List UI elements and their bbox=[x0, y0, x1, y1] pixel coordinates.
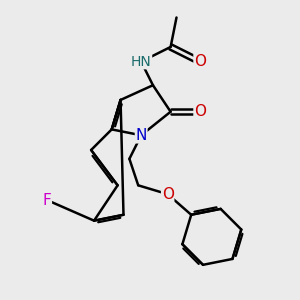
Text: N: N bbox=[136, 128, 147, 143]
Text: O: O bbox=[194, 54, 206, 69]
Text: O: O bbox=[162, 187, 174, 202]
Text: F: F bbox=[43, 193, 51, 208]
Text: HN: HN bbox=[131, 55, 152, 69]
Text: O: O bbox=[194, 104, 206, 119]
